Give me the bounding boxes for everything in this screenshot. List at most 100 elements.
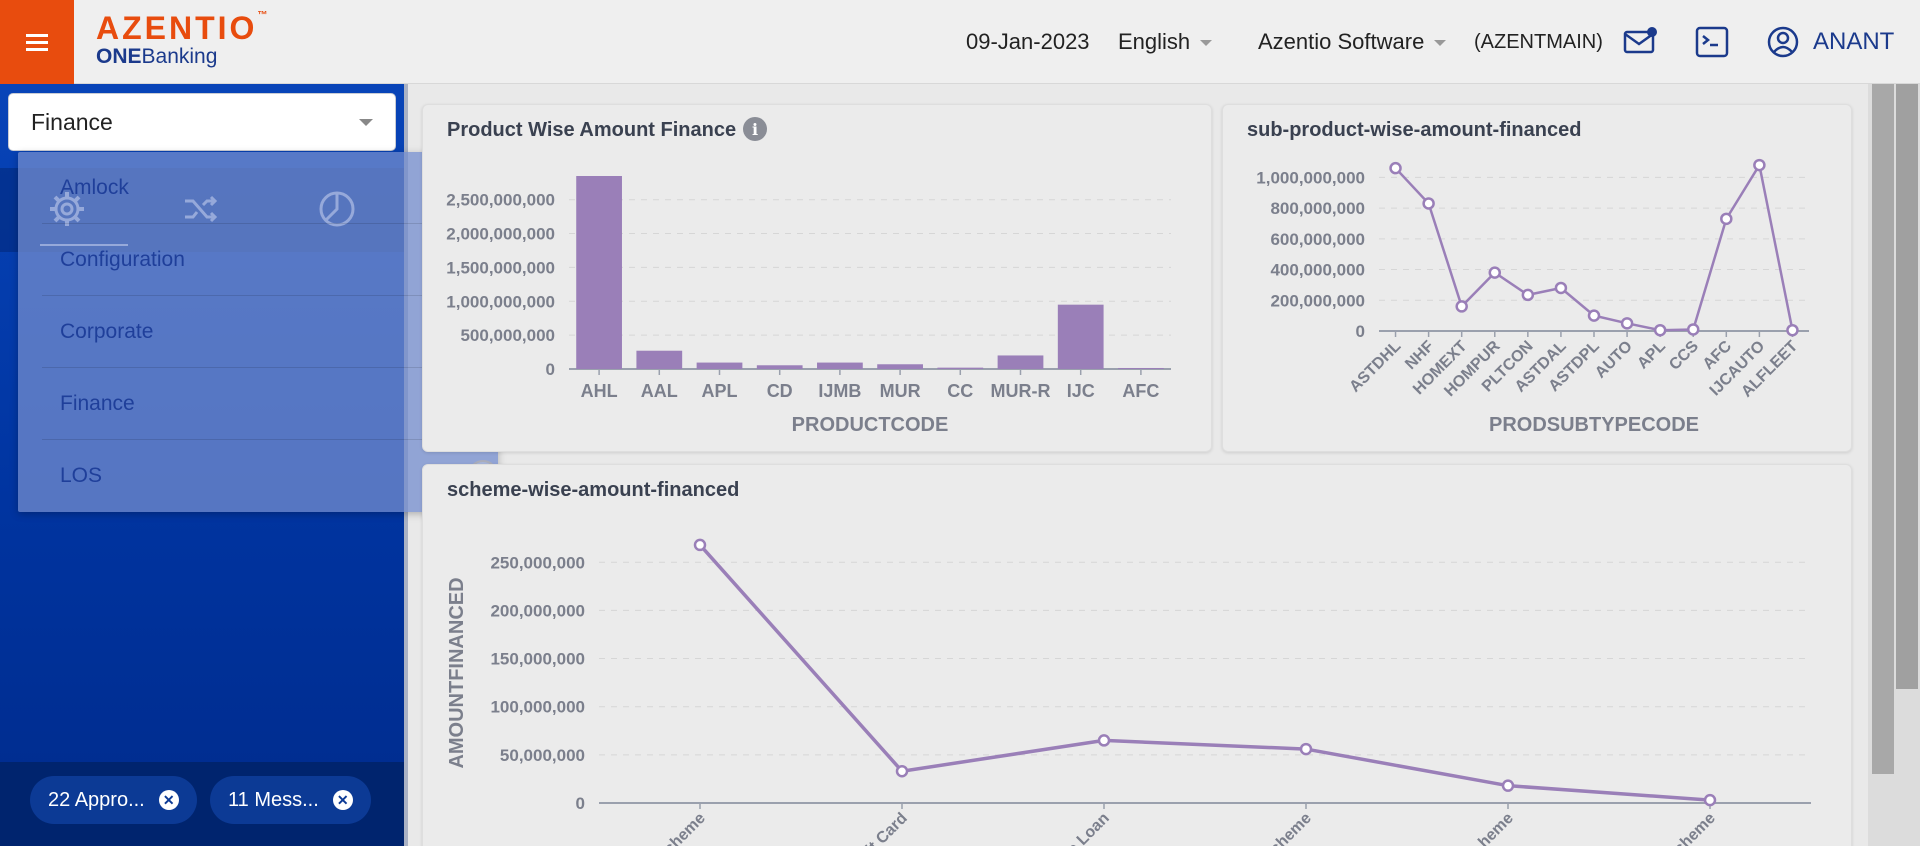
module-dropdown: Amlock Configuration Corporate Finance L…	[18, 152, 498, 512]
info-icon[interactable]: i	[743, 117, 767, 141]
data-point	[1703, 793, 1717, 807]
x-axis-label: PRODSUBTYPECODE	[1489, 414, 1699, 436]
product-wise-chart: 0 500,000,000 1,000,000,000 1,500,000,000 2,…	[446, 176, 1171, 436]
language-select[interactable]: English	[1118, 29, 1212, 55]
business-date: 09-Jan-2023	[966, 29, 1090, 54]
chart-title: sub-product-wise-amount-financed	[1247, 119, 1582, 141]
company-select[interactable]: Azentio Software	[1258, 29, 1446, 55]
y-tick-label: 200,000,000	[490, 601, 585, 620]
bar	[937, 367, 984, 369]
y-tick-label: 100,000,000	[490, 698, 585, 717]
messages-chip[interactable]: 11 Mess... ✕	[210, 776, 371, 824]
dropdown-item-label: Amlock	[60, 176, 129, 199]
data-point	[895, 764, 909, 778]
y-tick-label: 150,000,000	[490, 650, 585, 669]
data-point	[1786, 323, 1799, 337]
bar	[696, 362, 743, 369]
y-tick-label: 600,000,000	[1270, 230, 1365, 249]
user-menu[interactable]: ANANT	[1767, 26, 1894, 58]
close-icon[interactable]: ✕	[332, 790, 353, 810]
y-tick-label: 0	[1356, 322, 1365, 341]
y-tick-label: 1,500,000,000	[446, 258, 555, 277]
data-point	[1422, 197, 1435, 210]
data-point	[1389, 161, 1402, 175]
bar	[817, 362, 863, 369]
chart-title: scheme-wise-amount-financed	[447, 479, 740, 501]
y-tick-label: 0	[576, 794, 585, 813]
bar	[1057, 304, 1104, 369]
sub-product-chart: 0 200,000,000 400,000,000 600,000,000 800,00…	[1256, 158, 1809, 436]
y-tick-label: 2,000,000,000	[446, 225, 555, 244]
y-tick-label: 2,500,000,000	[446, 191, 555, 210]
approvals-chip[interactable]: 22 Appro... ✕	[30, 776, 197, 824]
x-tick-label: ...heme	[1466, 810, 1517, 846]
x-tick-label: APL	[1634, 338, 1669, 373]
logo-main-text: AZENTIO	[96, 10, 258, 46]
terminal-icon[interactable]	[1694, 24, 1730, 60]
x-tick-label: CC	[947, 381, 973, 401]
bar	[877, 364, 923, 369]
bar	[636, 350, 683, 369]
chart-title: Product Wise Amount Finance	[447, 119, 737, 141]
dropdown-item-label: Corporate	[60, 320, 154, 343]
module-select-value: Finance	[31, 108, 113, 135]
bar	[756, 365, 803, 369]
y-tick-label: 800,000,000	[1270, 199, 1365, 218]
y-tick-label: 250,000,000	[490, 553, 585, 572]
data-point	[1299, 742, 1313, 756]
x-tick-label: IJC	[1067, 381, 1095, 401]
data-point	[1653, 323, 1667, 337]
x-tick-label: MUR	[880, 381, 921, 401]
series-line	[698, 543, 1711, 802]
y-tick-label: 1,000,000,000	[1256, 168, 1365, 187]
messages-chip-label: 11 Mess...	[228, 788, 319, 811]
x-tick-label: ...cheme	[1258, 810, 1315, 846]
x-tick-label: AHL	[581, 381, 618, 401]
y-tick-label: 200,000,000	[1270, 291, 1365, 310]
user-circle-icon	[1767, 26, 1799, 58]
mail-icon[interactable]	[1622, 24, 1658, 60]
x-tick-label: APL	[702, 381, 738, 401]
data-point	[1587, 309, 1601, 322]
x-tick-label: ...e Loan	[1055, 810, 1113, 846]
data-point	[693, 538, 707, 552]
data-point	[1753, 158, 1766, 172]
x-tick-label: ASTDHL	[1346, 338, 1404, 396]
chevron-down-icon	[359, 118, 373, 126]
dropdown-item-label: Configuration	[60, 248, 185, 271]
logo-sub-bold: ONE	[96, 45, 142, 68]
x-tick-label: CD	[767, 381, 793, 401]
sub-product-card: sub-product-wise-amount-financed 0 200,00…	[1222, 104, 1852, 452]
x-axis-label: PRODUCTCODE	[792, 414, 949, 436]
language-label: English	[1118, 29, 1191, 54]
module-select[interactable]: Finance	[8, 93, 396, 151]
branch-code: (AZENTMAIN)	[1474, 31, 1603, 53]
close-icon[interactable]: ✕	[158, 790, 179, 810]
x-tick-label: ...cheme	[1662, 810, 1719, 846]
data-point	[1521, 288, 1535, 302]
bar	[1118, 367, 1164, 369]
menu-button[interactable]	[0, 0, 74, 84]
product-wise-card: Product Wise Amount Finance i 0 500,000,0…	[422, 104, 1212, 452]
top-header: AZENTIO™ ONEBanking 09-Jan-2023 English …	[0, 0, 1920, 84]
scrollbar-thumb[interactable]	[1872, 84, 1894, 774]
data-point	[1720, 212, 1733, 226]
data-point	[1554, 281, 1568, 295]
x-tick-label: IJMB	[818, 381, 861, 401]
logo-sub-rest: Banking	[141, 45, 218, 68]
data-point	[1455, 300, 1468, 313]
y-tick-label: 500,000,000	[460, 326, 555, 345]
data-point	[1501, 779, 1515, 792]
data-point	[1620, 317, 1634, 330]
x-tick-label: MUR-R	[991, 381, 1051, 401]
company-label: Azentio Software	[1258, 29, 1425, 54]
x-tick-label: AFC	[1122, 381, 1159, 401]
y-tick-label: 0	[546, 360, 555, 379]
x-tick-label: ...cheme	[652, 810, 709, 846]
data-point	[1488, 266, 1502, 279]
scrollbar-thumb-secondary[interactable]	[1896, 84, 1918, 689]
x-tick-label: CCS	[1666, 338, 1702, 374]
logo: AZENTIO™ ONEBanking	[96, 10, 268, 68]
data-point	[1686, 323, 1700, 336]
x-tick-label: AUTO	[1592, 338, 1636, 382]
